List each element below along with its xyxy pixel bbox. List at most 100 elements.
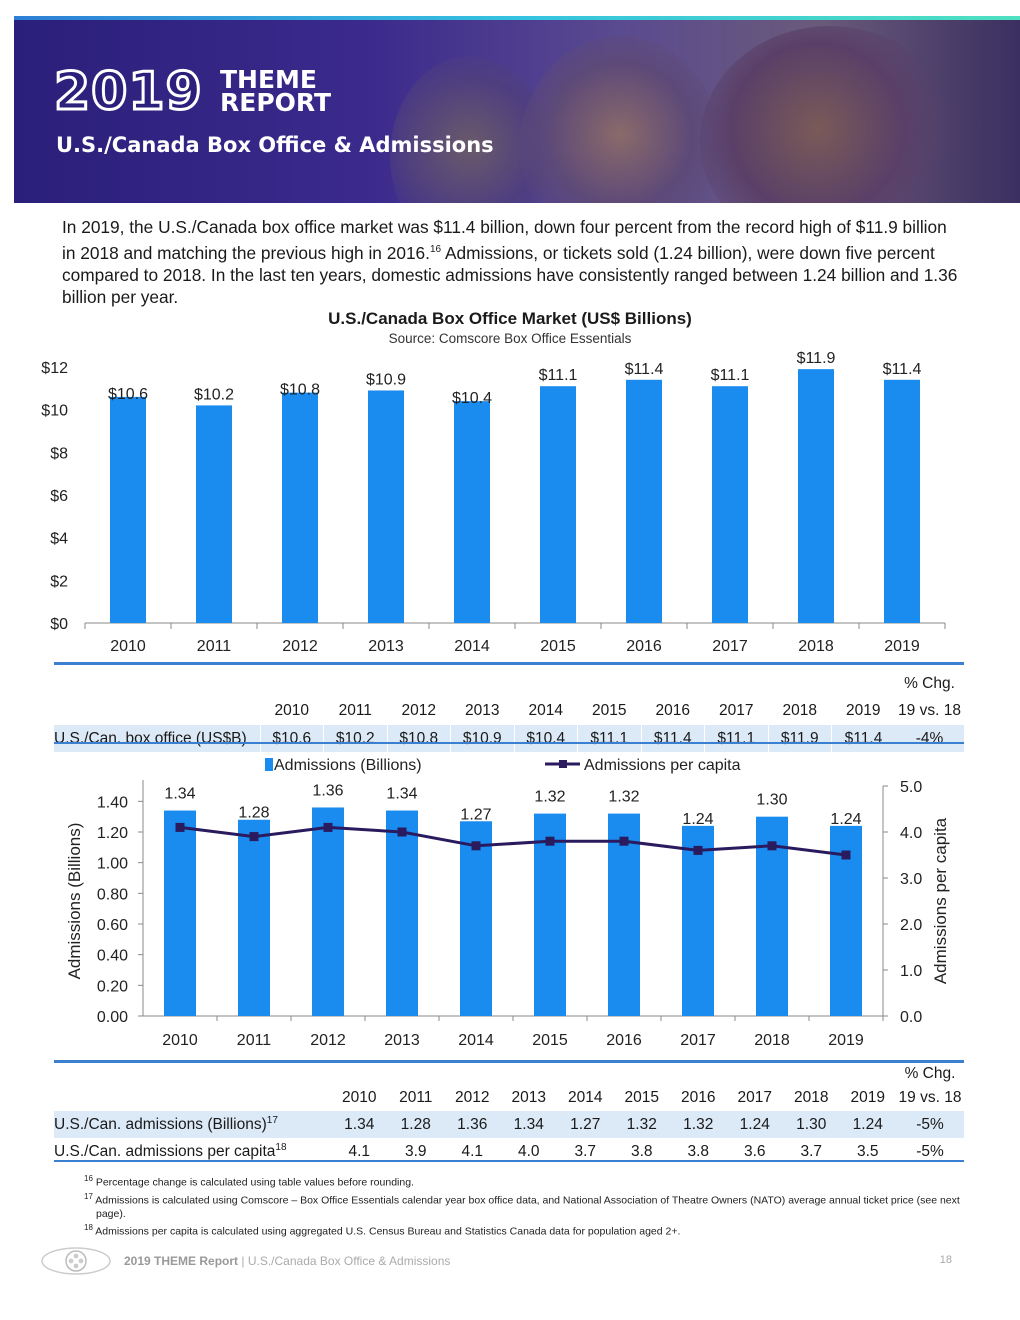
page-number: 18 (939, 1254, 952, 1266)
table1-cell: $10.9 (450, 724, 514, 752)
chart1-x-tick: 2016 (626, 638, 662, 655)
table2-col-header: 2011 (399, 1088, 433, 1106)
page-footer: 2019 THEME Report | U.S./Canada Box Offi… (40, 1246, 980, 1276)
table2-cell: 3.8 (687, 1142, 710, 1160)
per-capita-point (545, 836, 555, 846)
table1-top-rule (54, 662, 964, 665)
table2-top-rule (54, 1060, 964, 1063)
footnote-text: Percentage change is calculated using ta… (95, 1176, 414, 1189)
admissions-table: % Chg. 2010 2011 2012 2013 2014 2015 2016 2017 2… (54, 1064, 964, 1165)
chart1-x-tick: 2012 (282, 638, 318, 655)
chart1-y-tick: $4 (50, 531, 68, 548)
header-banner: 2019 THEME REPORT U.S./Canada Box Office… (14, 16, 1020, 203)
chart2-bar (608, 813, 640, 1016)
chart1-x-tick: 2013 (368, 638, 404, 655)
legend-label-bars: Admissions (Billions) (274, 757, 422, 774)
chart1-source: Source: Comscore Box Office Essentials (388, 331, 632, 346)
table2-cell: 1.28 (387, 1111, 444, 1138)
per-capita-point (323, 822, 333, 832)
table2-chg-header-1: % Chg. (904, 1065, 956, 1082)
chart1-x-tick: 2015 (540, 638, 576, 655)
chart2-right-tick: 1.0 (900, 963, 922, 980)
table2-col-header: 2013 (511, 1088, 546, 1106)
chart2-right-tick: 3.0 (900, 871, 922, 888)
chart1-data-label: $11.1 (539, 367, 578, 384)
table2-cell: 4.0 (517, 1142, 540, 1160)
chart1-data-label: $10.2 (194, 386, 234, 403)
chart2-left-tick: 0.00 (97, 1009, 128, 1026)
per-capita-line (179, 825, 847, 857)
chart2-bar (460, 821, 492, 1016)
chart2-right-axis-label: Admissions per capita (931, 817, 950, 984)
chart2-right-tick: 2.0 (900, 917, 922, 934)
chart1-bar (540, 386, 576, 623)
chart1-bar (282, 392, 318, 623)
chart2-bar (238, 819, 270, 1016)
footnote-number: 16 (84, 1174, 93, 1183)
header-photo-figure-2 (520, 36, 720, 203)
chart2-bar (164, 810, 196, 1016)
chart1-data-label: $10.9 (366, 371, 406, 388)
film-reel-logo-icon (41, 1247, 111, 1275)
table-row: U.S./Can. admissions per capita18 4.1 3.9 4… (54, 1138, 964, 1165)
table2-cell: 4.1 (461, 1142, 484, 1160)
table2-row-label: U.S./Can. admissions (Billions)17 (54, 1111, 331, 1138)
page-title: U.S./Canada Box Office & Admissions (56, 133, 494, 157)
chart2-left-tick: 1.40 (97, 794, 128, 811)
table2-col-header: 2016 (681, 1088, 716, 1106)
table2-cell: 3.7 (800, 1142, 823, 1160)
table2-cell: 1.34 (500, 1111, 557, 1138)
legend-label-line: Admissions per capita (584, 757, 741, 774)
per-capita-point (619, 836, 629, 846)
table2-cell: 3.9 (404, 1142, 427, 1160)
chart1-data-label: $11.4 (883, 361, 922, 378)
chart2-left-tick: 0.40 (97, 948, 128, 965)
footnote-number: 17 (84, 1191, 93, 1201)
footer-text: 2019 THEME Report | U.S./Canada Box Offi… (124, 1254, 450, 1268)
chart2-left-tick: 0.20 (97, 978, 128, 995)
table2-col-header: 2015 (624, 1088, 659, 1106)
table2-cell: 4.1 (348, 1142, 371, 1160)
per-capita-point (397, 827, 407, 837)
table2-col-header: 2012 (455, 1088, 490, 1106)
table2-cell: 3.8 (630, 1142, 653, 1160)
chart1-data-label: $11.1 (711, 367, 750, 384)
chart1-data-label: $10.4 (452, 390, 492, 407)
table2-cell: 1.32 (670, 1111, 727, 1138)
table1-col-header: 2019 (846, 701, 881, 719)
logo-line-report: REPORT (220, 88, 332, 117)
table2-corner (54, 1084, 331, 1111)
table1-col-header: 2017 (719, 701, 754, 719)
chart2-right-tick: 5.0 (900, 779, 922, 796)
chart2-x-tick: 2013 (384, 1032, 420, 1049)
table1-col-header: 2013 (465, 701, 500, 719)
chart2-data-label: 1.24 (682, 811, 713, 828)
chart1-bar (110, 396, 146, 623)
table2-cell: 1.24 (726, 1111, 783, 1138)
table2-chg-cell: -5% (896, 1111, 964, 1138)
per-capita-point (693, 845, 703, 855)
header-photo-figure-1 (700, 26, 960, 203)
table2-cell: 1.30 (783, 1111, 840, 1138)
chart1-data-label: $11.9 (797, 350, 836, 367)
per-capita-point (249, 832, 259, 842)
table2-cell: 1.27 (557, 1111, 614, 1138)
legend-line-marker (559, 760, 567, 768)
intro-footnote-ref: 16 (429, 243, 442, 255)
footnote-text: Admissions is calculated using Comscore … (95, 1194, 960, 1220)
chart1-y-tick: $2 (50, 573, 68, 590)
chart1-bar (196, 405, 232, 623)
footnote-text: Admissions per capita is calculated usin… (95, 1225, 681, 1238)
table2-row-label-text: U.S./Can. admissions per capita (54, 1143, 276, 1161)
chart2-data-label: 1.30 (756, 792, 787, 809)
table1-col-header: 2018 (782, 701, 817, 719)
logo-year: 2019 (53, 61, 204, 124)
per-capita-point (767, 841, 777, 851)
table1-col-header: 2014 (528, 701, 563, 719)
table1-col-header: 2012 (401, 701, 436, 719)
table2-col-header: 2019 (850, 1088, 885, 1106)
table1-header-row: 2010 2011 2012 2013 2014 2015 2016 2017 2018 2019… (54, 697, 964, 725)
chart1-y-tick: $6 (50, 488, 68, 505)
chart1-x-tick: 2010 (110, 638, 146, 655)
chart1-data-label: $10.6 (108, 386, 148, 403)
